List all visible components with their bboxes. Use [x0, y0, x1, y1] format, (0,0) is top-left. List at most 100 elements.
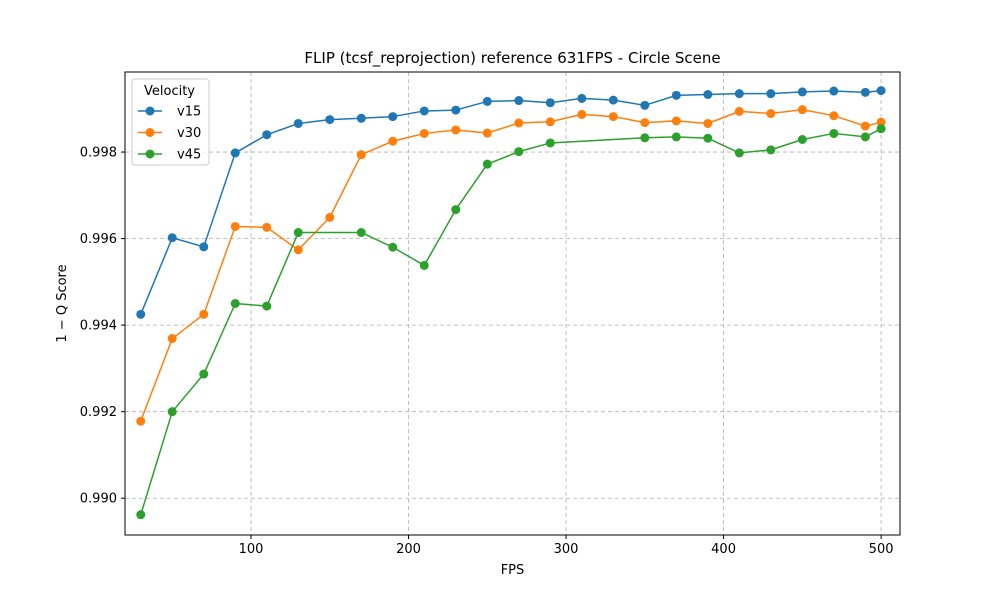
data-point-v45 — [545, 138, 555, 148]
data-point-v45 — [262, 301, 272, 311]
legend-label: v15 — [177, 105, 201, 120]
data-point-v45 — [388, 242, 398, 252]
data-point-v45 — [230, 299, 240, 308]
legend: Velocity v15 v30 v45 — [131, 78, 210, 166]
legend-title: Velocity — [144, 84, 195, 99]
data-point-v30 — [136, 416, 146, 426]
axes: 100 200 300 400 500 0.990 0.992 0.994 0.996 0.998 — [80, 146, 894, 557]
data-point-v30 — [262, 222, 272, 232]
data-point-v45 — [199, 369, 209, 379]
chart-title: FLIP (tcsf_reprojection) reference 631FP… — [304, 49, 720, 68]
data-point-v15 — [230, 148, 240, 158]
data-point-v30 — [451, 125, 461, 135]
data-point-v45 — [293, 228, 303, 238]
data-point-v45 — [766, 145, 776, 155]
data-point-v30 — [514, 118, 524, 128]
data-point-v30 — [293, 245, 303, 255]
data-point-v15 — [860, 87, 870, 97]
data-point-v30 — [167, 334, 177, 344]
legend-item-v30: v30 — [138, 126, 201, 141]
legend-swatch-marker — [145, 106, 155, 116]
x-tick-label: 400 — [711, 542, 736, 557]
data-point-v30 — [545, 117, 555, 127]
y-tick-label: 0.996 — [80, 232, 117, 247]
data-point-v15 — [451, 105, 461, 115]
legend-label: v45 — [177, 148, 201, 163]
x-tick-label: 100 — [239, 542, 264, 557]
data-point-v15 — [671, 90, 681, 100]
x-axis-label: FPS — [501, 563, 525, 578]
legend-label: v30 — [177, 126, 201, 141]
data-point-v45 — [876, 124, 886, 134]
data-point-v15 — [419, 106, 429, 116]
x-tick-label: 200 — [396, 542, 421, 557]
data-point-v30 — [766, 109, 776, 119]
legend-item-v45: v45 — [138, 148, 201, 163]
data-point-v30 — [860, 121, 870, 131]
data-point-v30 — [829, 111, 839, 121]
data-point-v15 — [608, 95, 618, 105]
legend-swatch-marker — [145, 149, 155, 159]
legend-swatch-marker — [145, 128, 155, 137]
legend-item-v15: v15 — [138, 105, 201, 120]
data-point-v30 — [703, 118, 713, 128]
data-point-v45 — [829, 128, 839, 138]
data-point-v45 — [451, 205, 461, 215]
data-point-v15 — [388, 112, 398, 122]
data-point-v15 — [545, 98, 555, 108]
data-point-v45 — [514, 147, 524, 157]
data-point-v15 — [703, 90, 713, 100]
data-point-v30 — [608, 112, 618, 122]
plot-frame — [124, 71, 901, 536]
series-layer — [136, 86, 886, 520]
x-tick-label: 500 — [869, 542, 894, 557]
data-point-v15 — [734, 89, 744, 99]
series-v30 — [136, 105, 886, 426]
data-point-v15 — [640, 100, 650, 110]
y-tick-label: 0.990 — [80, 492, 117, 507]
data-point-v45 — [671, 132, 681, 142]
data-point-v15 — [167, 233, 177, 243]
data-point-v30 — [325, 212, 335, 222]
data-point-v15 — [482, 96, 492, 106]
data-point-v45 — [167, 407, 177, 417]
y-axis-label: 1 − Q Score — [55, 264, 70, 342]
data-point-v45 — [640, 133, 650, 143]
y-tick-label: 0.994 — [80, 319, 117, 334]
data-point-v30 — [356, 150, 366, 160]
data-point-v15 — [876, 86, 886, 96]
data-point-v45 — [734, 148, 744, 158]
data-point-v15 — [199, 242, 209, 252]
data-point-v30 — [797, 105, 807, 115]
data-point-v30 — [482, 128, 492, 138]
data-point-v30 — [230, 221, 240, 231]
data-point-v45 — [356, 228, 366, 238]
data-point-v30 — [577, 109, 587, 119]
data-point-v30 — [199, 309, 209, 319]
data-point-v15 — [797, 87, 807, 97]
series-v45 — [136, 124, 886, 520]
data-point-v15 — [356, 113, 366, 123]
y-tick-label: 0.992 — [80, 405, 117, 420]
data-point-v15 — [577, 93, 587, 103]
data-point-v45 — [419, 260, 429, 270]
data-point-v45 — [136, 510, 146, 520]
data-point-v15 — [829, 86, 839, 96]
series-line-v45 — [140, 128, 882, 515]
data-point-v15 — [325, 115, 335, 125]
x-tick-label: 300 — [554, 542, 579, 557]
data-point-v45 — [860, 132, 870, 142]
data-point-v15 — [766, 89, 776, 99]
series-v15 — [136, 86, 886, 319]
data-point-v45 — [797, 135, 807, 145]
data-point-v15 — [514, 96, 524, 106]
data-point-v30 — [876, 117, 886, 127]
y-tick-label: 0.998 — [80, 146, 117, 161]
data-point-v30 — [388, 136, 398, 146]
data-point-v30 — [419, 128, 429, 138]
data-point-v45 — [703, 133, 713, 143]
data-point-v30 — [734, 106, 744, 116]
legend-box — [131, 78, 210, 166]
data-point-v45 — [482, 159, 492, 169]
